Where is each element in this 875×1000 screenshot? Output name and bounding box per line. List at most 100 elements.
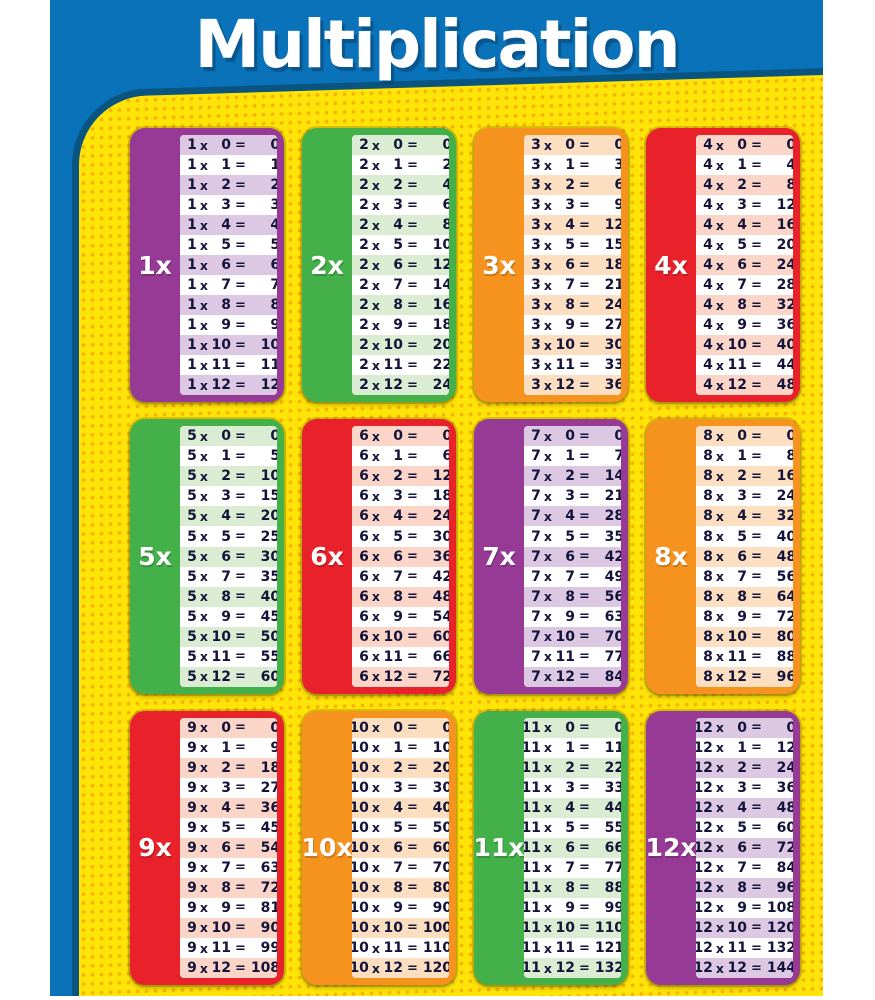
product-value: 24 — [776, 257, 793, 274]
factor-value: 6 — [359, 468, 369, 485]
equals-sign: = — [234, 569, 246, 585]
multiplier-value: 6 — [565, 548, 575, 565]
multiplier-value: 8 — [393, 297, 403, 314]
multiplier-value: 7 — [221, 568, 231, 585]
product-value: 24 — [432, 508, 449, 525]
factor-value: 7 — [531, 548, 541, 565]
factor-value: 1 — [187, 337, 197, 354]
equals-sign: = — [578, 880, 590, 896]
multiply-sign: x — [199, 237, 208, 253]
equation-row: 4 x 6 = 24 — [696, 255, 793, 276]
equals-sign: = — [406, 137, 418, 153]
multiply-sign: x — [371, 317, 380, 333]
multiplier-value: 9 — [221, 317, 231, 334]
multiply-sign: x — [543, 649, 552, 665]
multiplier-value: 9 — [393, 317, 403, 334]
multiply-sign: x — [543, 820, 552, 836]
equation-row: 6 x 3 = 18 — [352, 486, 449, 506]
multiply-sign: x — [543, 297, 552, 313]
product-value: 18 — [260, 759, 277, 776]
multiplier-value: 2 — [393, 177, 403, 194]
multiply-sign: x — [371, 800, 380, 816]
equation-row: 8 x 4 = 32 — [696, 506, 793, 527]
product-value: 70 — [604, 628, 621, 645]
multiply-sign: x — [715, 880, 724, 896]
product-value: 70 — [432, 859, 449, 876]
product-value: 12 — [432, 257, 449, 274]
equation-row: 6 x 10 = 60 — [352, 626, 449, 647]
multiplier-value: 9 — [737, 608, 747, 625]
multiply-sign: x — [543, 549, 552, 565]
equation-row: 9 x 4 = 36 — [180, 797, 277, 818]
product-value: 90 — [432, 899, 449, 916]
equals-sign: = — [406, 357, 418, 373]
factor-value: 7 — [531, 648, 541, 665]
multiply-sign: x — [199, 629, 208, 645]
product-value: 0 — [270, 719, 277, 736]
equals-sign: = — [750, 960, 762, 976]
factor-value: 4 — [703, 317, 713, 334]
product-value: 0 — [442, 137, 449, 154]
product-value: 36 — [776, 779, 793, 796]
equation-row: 1 x 6 = 6 — [180, 255, 277, 276]
multiplier-value: 9 — [565, 608, 575, 625]
product-value: 12 — [260, 377, 277, 394]
equals-sign: = — [750, 448, 762, 464]
equals-sign: = — [406, 800, 418, 816]
multiplier-value: 5 — [565, 237, 575, 254]
multiply-sign: x — [371, 137, 380, 153]
product-value: 40 — [776, 528, 793, 545]
product-value: 3 — [614, 157, 621, 174]
equals-sign: = — [406, 297, 418, 313]
factor-value: 3 — [531, 257, 541, 274]
multiply-sign: x — [371, 960, 380, 976]
equation-row: 10 x 5 = 50 — [352, 818, 449, 838]
multiply-sign: x — [715, 820, 724, 836]
multiply-sign: x — [715, 488, 724, 504]
product-value: 9 — [614, 197, 621, 214]
equation-row: 10 x 6 = 60 — [352, 837, 449, 858]
product-value: 16 — [776, 217, 793, 234]
multiply-sign: x — [543, 448, 552, 464]
multiplier-value: 0 — [393, 137, 403, 154]
equation-row: 10 x 11 = 110 — [352, 938, 449, 958]
factor-value: 9 — [187, 919, 197, 936]
multiply-sign: x — [199, 197, 208, 213]
factor-value: 4 — [703, 257, 713, 274]
multiplier-value: 3 — [393, 488, 403, 505]
factor-value: 1 — [187, 297, 197, 314]
multiplier-value: 4 — [565, 799, 575, 816]
multiply-sign: x — [371, 820, 380, 836]
product-value: 63 — [260, 859, 277, 876]
equals-sign: = — [406, 649, 418, 665]
equation-row: 5 x 5 = 25 — [180, 526, 277, 546]
factor-value: 12 — [696, 859, 713, 876]
multiply-sign: x — [543, 920, 552, 936]
equation-panel: 9 x 0 = 0 9 x 1 = 9 9 x 2 = 18 9 x 3 = 27 9 x 4 = 36 9 x 5 = 45 … — [180, 717, 277, 978]
multiply-sign: x — [199, 157, 208, 173]
product-value: 28 — [776, 277, 793, 294]
factor-value: 4 — [703, 177, 713, 194]
multiplier-value: 0 — [565, 137, 575, 154]
equals-sign: = — [750, 197, 762, 213]
product-value: 20 — [432, 337, 449, 354]
equals-sign: = — [234, 840, 246, 856]
product-value: 0 — [614, 137, 621, 154]
multiply-sign: x — [371, 428, 380, 444]
factor-value: 2 — [359, 277, 369, 294]
multiplier-value: 11 — [383, 940, 403, 957]
equation-row: 1 x 10 = 10 — [180, 335, 277, 356]
factor-value: 3 — [531, 377, 541, 394]
multiplier-value: 4 — [221, 799, 231, 816]
multiplier-value: 11 — [211, 940, 231, 957]
equation-row: 9 x 8 = 72 — [180, 877, 277, 898]
factor-value: 2 — [359, 177, 369, 194]
multiplier-value: 3 — [565, 197, 575, 214]
multiplier-value: 10 — [727, 337, 747, 354]
equation-row: 4 x 3 = 12 — [696, 195, 793, 215]
multiply-sign: x — [371, 337, 380, 353]
multiply-sign: x — [371, 780, 380, 796]
multiply-sign: x — [199, 317, 208, 333]
multiply-sign: x — [715, 720, 724, 736]
multiplier-value: 8 — [393, 588, 403, 605]
